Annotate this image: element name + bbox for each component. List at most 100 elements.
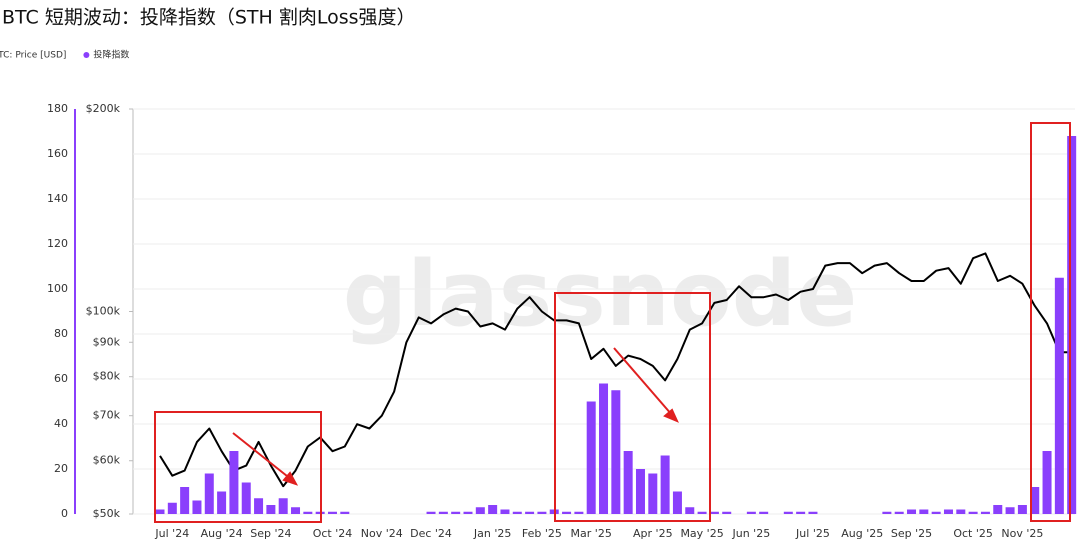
bar [266, 505, 276, 514]
x-tick-label: Feb '25 [522, 527, 562, 540]
y-tick-label: 120 [47, 237, 68, 250]
bar [808, 511, 818, 514]
bar [340, 511, 350, 514]
legend: BTC: Price [USD] 投降指数 [0, 49, 129, 61]
bar [1054, 277, 1064, 514]
bar [488, 505, 498, 514]
x-tick-label: Jul '24 [154, 527, 189, 540]
y-tick-label: 0 [61, 507, 68, 520]
y2-tick-label: $50k [93, 507, 121, 520]
arrow-head [282, 471, 299, 486]
bar [759, 511, 769, 514]
bar [660, 455, 670, 514]
highlight-box [554, 292, 711, 522]
bar [882, 511, 892, 514]
legend-swatch [83, 52, 90, 58]
bar [463, 511, 473, 514]
highlight-box [1030, 122, 1071, 522]
arrow [613, 347, 673, 416]
bar [611, 390, 621, 514]
bar [525, 511, 535, 514]
y2-tick-label: $90k [93, 335, 121, 348]
bar [327, 511, 337, 514]
bar [1005, 507, 1015, 514]
bar [1017, 505, 1027, 514]
x-tick-label: Nov '25 [1001, 527, 1043, 540]
bar [278, 498, 288, 514]
bar [204, 473, 214, 514]
x-tick-label: Oct '25 [953, 527, 993, 540]
bar [229, 451, 239, 514]
bar [697, 511, 707, 514]
bar [894, 511, 904, 514]
bar [599, 383, 609, 514]
y-tick-label: 20 [54, 462, 68, 475]
x-tick-label: Oct '24 [313, 527, 353, 540]
bar [1030, 487, 1040, 514]
price-line [159, 252, 1072, 488]
arrow-head [663, 408, 679, 423]
bar [672, 491, 682, 514]
y-tick-label: 160 [47, 147, 68, 160]
bar [586, 401, 596, 514]
bar [943, 509, 953, 514]
x-tick-label: Jan '25 [473, 527, 511, 540]
bar [537, 511, 547, 514]
legend-label: 投降指数 [93, 49, 129, 61]
bar [1067, 136, 1077, 514]
y-tick-label: 80 [54, 327, 68, 340]
bar [746, 511, 756, 514]
x-tick-label: Sep '24 [250, 527, 291, 540]
bar [192, 500, 202, 514]
x-tick-label: Jun '25 [732, 527, 771, 540]
bar [783, 511, 793, 514]
y-tick-label: 60 [54, 372, 68, 385]
x-tick-label: Dec '24 [410, 527, 452, 540]
watermark: glassnode [343, 242, 858, 347]
y-tick-label: 40 [54, 417, 68, 430]
bar [709, 511, 719, 514]
x-tick-label: May '25 [680, 527, 723, 540]
y2-tick-label: $60k [93, 454, 121, 467]
bar [438, 511, 448, 514]
x-tick-label: Apr '25 [633, 527, 673, 540]
legend-label: BTC: Price [USD] [0, 51, 66, 61]
x-tick-label: Aug '25 [841, 527, 883, 540]
bar [685, 507, 695, 514]
bar [919, 509, 929, 514]
bar [1042, 451, 1052, 514]
bar [217, 491, 227, 514]
annotations [154, 122, 1071, 523]
y2-tick-label: $100k [86, 305, 121, 318]
y-tick-label: 180 [47, 102, 68, 115]
bar [907, 509, 917, 514]
x-tick-label: Jul '25 [795, 527, 830, 540]
bar [291, 507, 301, 514]
bar [722, 511, 732, 514]
bar [512, 511, 522, 514]
y2-tick-label: $80k [93, 370, 121, 383]
x-tick-label: Nov '24 [361, 527, 403, 540]
highlight-box [154, 411, 322, 523]
bar [980, 511, 990, 514]
bar [648, 473, 658, 514]
y2-tick-label: $200k [86, 102, 121, 115]
bar [303, 511, 313, 514]
bar [968, 511, 978, 514]
x-tick-label: Mar '25 [571, 527, 612, 540]
bar [254, 498, 264, 514]
bar [956, 509, 966, 514]
bar [426, 511, 436, 514]
bar [635, 469, 645, 514]
bar [155, 509, 165, 514]
x-tick-label: Aug '24 [201, 527, 243, 540]
bar [574, 511, 584, 514]
bar [180, 487, 190, 514]
bar [796, 511, 806, 514]
bar [623, 451, 633, 514]
y-tick-label: 100 [47, 282, 68, 295]
bar [475, 507, 485, 514]
bar [931, 511, 941, 514]
bar [500, 509, 510, 514]
